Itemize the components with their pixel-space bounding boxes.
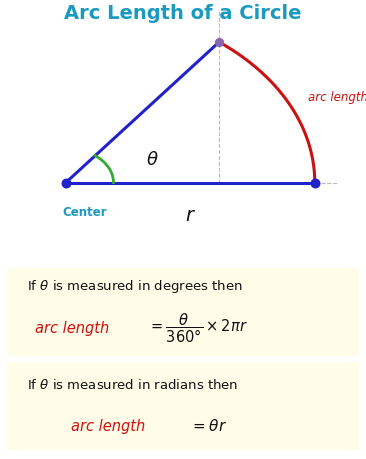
Text: Center: Center bbox=[62, 205, 107, 218]
Point bbox=[63, 179, 69, 187]
Point bbox=[312, 179, 318, 187]
Text: $\theta$: $\theta$ bbox=[146, 151, 159, 168]
Text: If $\theta$ is measured in radians then: If $\theta$ is measured in radians then bbox=[27, 377, 238, 392]
Text: arc length: arc length bbox=[71, 418, 145, 433]
Text: $r$: $r$ bbox=[185, 205, 196, 224]
Text: arc length: arc length bbox=[36, 320, 110, 336]
Text: arc length: arc length bbox=[308, 91, 366, 104]
Text: If $\theta$ is measured in degrees then: If $\theta$ is measured in degrees then bbox=[27, 278, 243, 294]
FancyBboxPatch shape bbox=[0, 267, 366, 358]
Text: Arc Length of a Circle: Arc Length of a Circle bbox=[64, 4, 302, 23]
Text: $=\dfrac{\theta}{360°}\times 2\pi r$: $=\dfrac{\theta}{360°}\times 2\pi r$ bbox=[148, 311, 248, 345]
Point bbox=[216, 39, 222, 47]
FancyBboxPatch shape bbox=[0, 361, 366, 452]
Text: $= \theta r$: $= \theta r$ bbox=[190, 417, 227, 433]
